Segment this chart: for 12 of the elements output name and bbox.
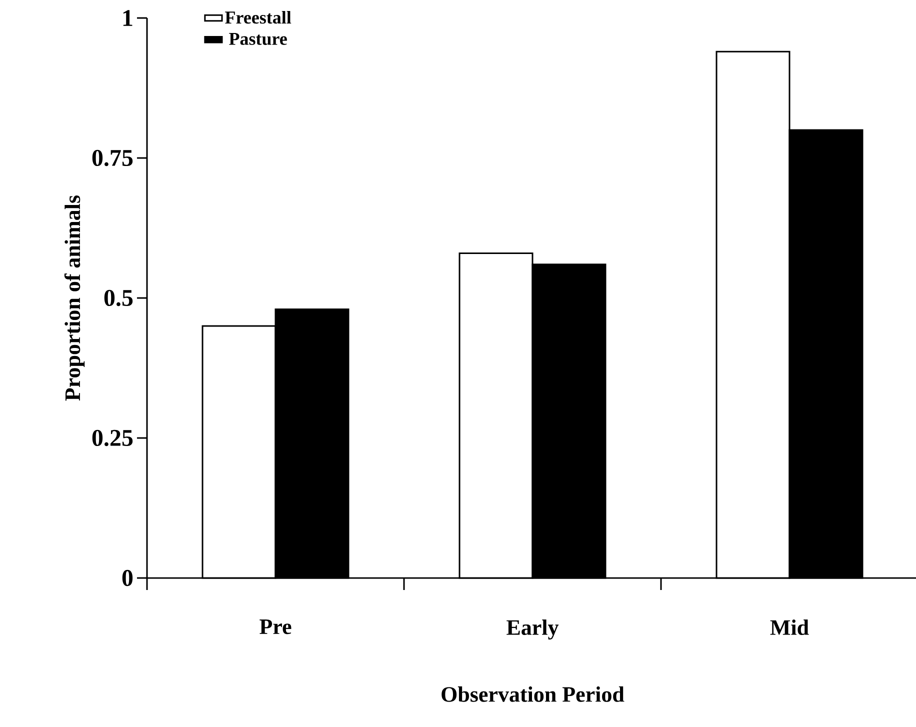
y-tick-label: 1 <box>123 10 132 26</box>
legend-label: Freestall <box>225 10 292 24</box>
y-tick-label: 0.75 <box>92 150 133 166</box>
x-tick-label: Mid <box>770 620 809 635</box>
y-tick-label: 0 <box>122 570 133 586</box>
legend-label: Pasture <box>229 32 287 45</box>
y-tick-label: 0.5 <box>104 290 133 306</box>
y-axis-title: Proportion of animals <box>64 195 85 401</box>
x-tick-label: Pre <box>260 620 292 634</box>
x-axis-title: Observation Period <box>442 686 624 702</box>
x-tick-label: Early <box>506 620 559 640</box>
y-tick-label: 0.25 <box>92 430 133 446</box>
